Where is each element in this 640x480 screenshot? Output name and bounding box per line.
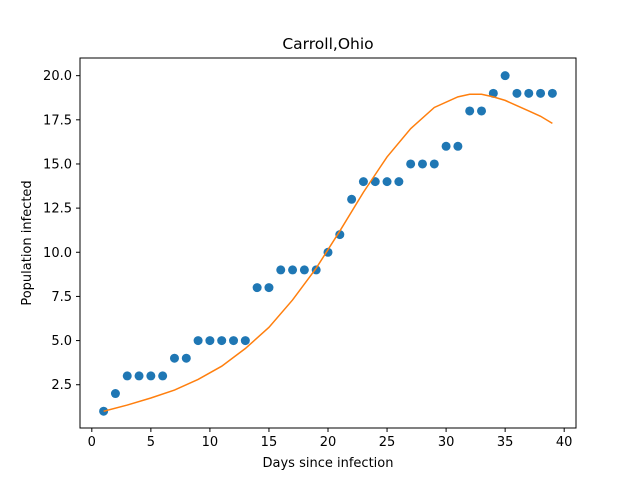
data-point [382, 177, 392, 187]
x-axis: 0 5 10 15 20 25 30 35 40 [88, 428, 573, 450]
data-point [134, 371, 144, 381]
data-point [205, 336, 215, 346]
y-tick-label: 20.0 [43, 69, 72, 84]
data-point [394, 177, 404, 187]
data-point [299, 265, 309, 275]
x-tick-label: 35 [497, 435, 514, 450]
data-point [524, 88, 534, 98]
data-point [488, 88, 498, 98]
fit-line [103, 93, 553, 412]
data-point [441, 141, 451, 151]
data-point [347, 194, 357, 204]
x-tick-label: 15 [261, 435, 278, 450]
data-point [477, 106, 487, 116]
data-point [429, 159, 439, 169]
y-axis-label: Population infected [20, 180, 35, 305]
data-point [453, 141, 463, 151]
data-point [358, 177, 368, 187]
data-point [158, 371, 168, 381]
x-tick-label: 10 [202, 435, 219, 450]
y-tick-label: 10.0 [43, 246, 72, 261]
y-tick-label: 12.5 [43, 202, 72, 217]
y-tick-label: 2.5 [51, 378, 72, 393]
data-point [169, 353, 179, 363]
x-tick-label: 5 [147, 435, 155, 450]
data-point [217, 336, 227, 346]
x-tick-label: 40 [556, 435, 573, 450]
data-point [547, 88, 557, 98]
data-point [370, 177, 380, 187]
data-point [406, 159, 416, 169]
plot-area [99, 71, 557, 416]
data-point [181, 353, 191, 363]
data-point [417, 159, 427, 169]
data-point [536, 88, 546, 98]
data-point [288, 265, 298, 275]
data-point [110, 389, 120, 399]
y-axis: 2.5 5.0 7.5 10.0 12.5 15.0 17.5 20.0 [43, 69, 80, 393]
x-tick-label: 0 [88, 435, 96, 450]
chart-title: Carroll,Ohio [282, 35, 373, 53]
x-tick-label: 30 [438, 435, 455, 450]
plot-frame [79, 57, 577, 429]
data-point [240, 336, 250, 346]
x-tick-label: 25 [379, 435, 396, 450]
x-tick-label: 20 [320, 435, 337, 450]
data-point [252, 283, 262, 293]
y-tick-label: 15.0 [43, 157, 72, 172]
data-point [512, 88, 522, 98]
data-point [500, 71, 510, 81]
y-tick-label: 7.5 [51, 290, 72, 305]
data-point [193, 336, 203, 346]
x-axis-label: Days since infection [263, 456, 394, 471]
data-point [335, 230, 345, 240]
data-point [122, 371, 132, 381]
data-point [146, 371, 156, 381]
data-point [229, 336, 239, 346]
data-point [264, 283, 274, 293]
y-tick-label: 17.5 [43, 113, 72, 128]
data-point [276, 265, 286, 275]
data-point [465, 106, 475, 116]
y-tick-label: 5.0 [51, 334, 72, 349]
